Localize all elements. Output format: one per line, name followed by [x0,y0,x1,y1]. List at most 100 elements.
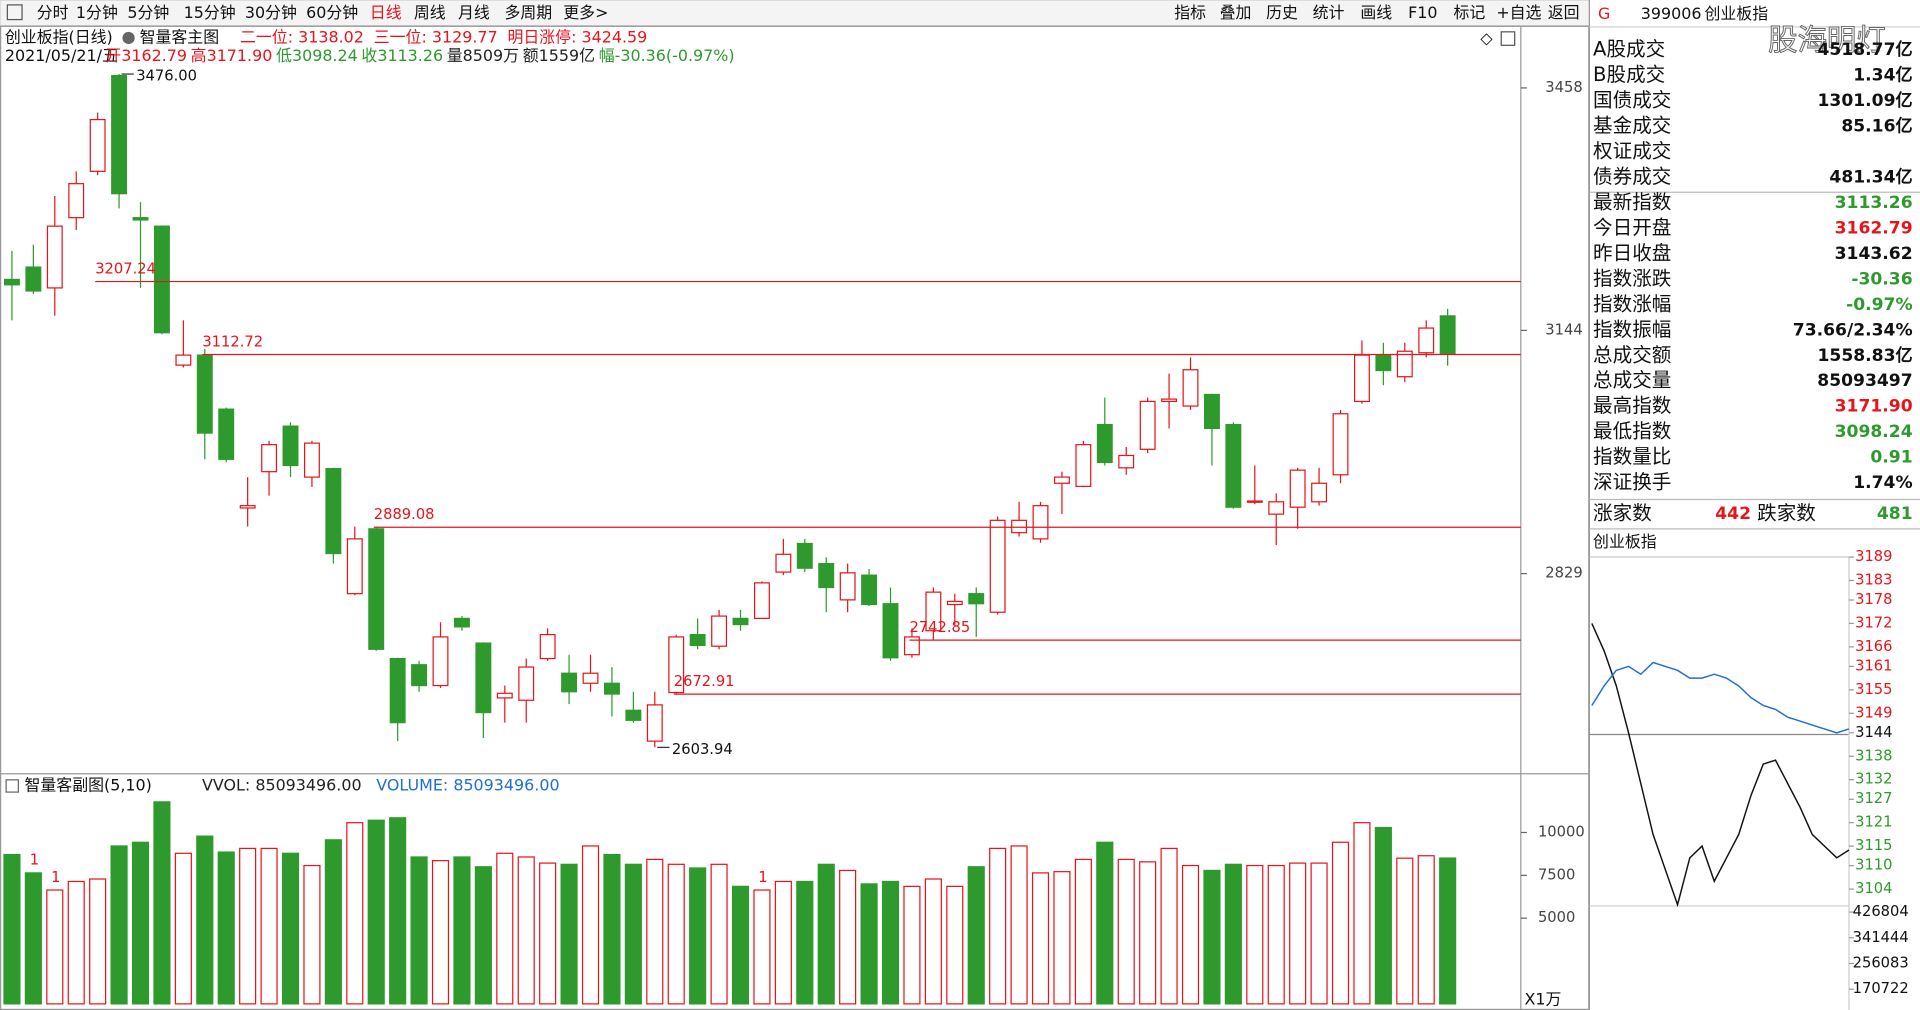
stat-label: 权证成交 [1593,140,1671,163]
candle-body [153,225,170,334]
volume-bar [389,817,407,1005]
chart-title: 创业板指(日线) [5,27,113,46]
candle-body [1289,469,1306,508]
tool-button[interactable]: 历史 [1266,3,1298,22]
y-tick-label: 3172 [1855,614,1892,631]
period-tab[interactable]: 5分钟 [127,3,169,22]
candle-body [1332,413,1349,476]
candle-body [1396,350,1413,378]
candle-body [753,582,770,620]
candle-body [1096,423,1113,464]
period-tab[interactable]: 30分钟 [245,3,297,22]
quote-name: 创业板指 [1704,4,1768,23]
candle-body [46,225,63,289]
intraday-title: 创业板指 [1593,532,1657,551]
volume-bar [924,878,942,1005]
tool-button[interactable]: 画线 [1360,3,1392,22]
ohlc-item: 开3162.79 [105,46,187,65]
y-tick-label: 3132 [1855,771,1892,788]
volume-bar [1267,864,1285,1005]
candle-body [1311,482,1328,503]
volume-bar [324,839,342,1005]
volume-bar [431,860,450,1005]
tool-button[interactable]: 叠加 [1220,3,1252,22]
candle-body [732,617,749,626]
stat-value: 1558.83亿 [1818,345,1913,366]
stat-label: 总成交量 [1593,369,1671,392]
period-tab[interactable]: 日线 [370,3,402,22]
indicator-icon[interactable] [122,31,135,45]
period-tab[interactable]: 15分钟 [184,3,236,22]
tool-button[interactable]: 标记 [1453,3,1485,22]
tool-button[interactable]: 指标 [1174,3,1206,22]
volume-bar [774,880,792,1005]
candle-body [68,183,85,219]
volume-bar [581,845,600,1005]
volume-bar [967,866,985,1005]
level-label: 2742.85 [909,619,970,636]
tool-button[interactable]: 统计 [1313,3,1345,22]
info-item: 明日涨停: 3424.59 [507,27,647,46]
candle-body [1118,454,1135,469]
draw-icon[interactable]: ◇ [1480,29,1493,48]
y-tick-label: 3144 [1545,321,1582,338]
candle-body [132,217,149,221]
period-tab[interactable]: 60分钟 [306,3,358,22]
candle-body [839,572,856,601]
period-tab[interactable]: 周线 [414,3,446,22]
period-tab[interactable]: 更多> [563,3,608,22]
volume-bar [24,872,42,1005]
y-tick-label: 170722 [1853,980,1909,997]
tool-button[interactable]: +自选 [1496,3,1541,22]
y-tick-label: 3161 [1855,657,1892,674]
candle-body [646,704,663,742]
panel-icon[interactable] [1500,31,1516,46]
volume-bar [410,856,428,1005]
candle-body [925,591,942,632]
candle-body [453,617,470,628]
volume-bar [1181,864,1200,1005]
y-tick-label: 341444 [1853,929,1909,946]
y-tick-label: 3121 [1855,814,1892,831]
y-tick-label: 3110 [1855,857,1892,874]
y-tick-label: 3149 [1855,704,1892,721]
y-tick-label: 3104 [1855,880,1892,897]
tool-button[interactable]: 返回 [1548,3,1580,22]
volume-bar [946,885,964,1005]
candle-body [282,425,299,467]
toolbar-icon[interactable] [6,4,23,21]
annotation-label: 3476.00 [136,67,197,84]
level-label: 3112.72 [202,333,263,350]
candle-body [432,636,449,687]
candle-body [1418,327,1435,354]
period-tab[interactable]: 1分钟 [76,3,118,22]
info-item: 二一位: 3138.02 [240,27,364,46]
candle-body [1439,315,1456,355]
level-label: 3207.24 [95,260,156,277]
y-tick-label: 256083 [1853,954,1909,971]
sub-legend: VOLUME: 85093496.00 [376,775,559,794]
sub-icon[interactable] [5,779,19,793]
candle-body [968,593,985,605]
period-tab[interactable]: 分时 [37,3,69,22]
volume-bar [646,858,664,1005]
candle-body [689,633,706,647]
stat-value: 481.34亿 [1829,167,1912,188]
candle-body [861,574,878,606]
candle-body [1375,354,1392,372]
volume-bar [1053,871,1071,1005]
ohlc-item: 量8509万 [447,46,519,65]
tool-button[interactable]: F10 [1408,3,1437,22]
candle-body [1225,423,1242,508]
period-tab[interactable]: 多周期 [504,3,552,22]
quote-code: 399006 [1641,4,1702,23]
stat-value: -0.97% [1846,295,1913,315]
candle-body [346,538,363,595]
volume-bar [67,880,85,1005]
volume-bar [303,864,321,1005]
candle-body [539,633,556,660]
period-tab[interactable]: 月线 [458,3,490,22]
candle-body [603,682,620,695]
candle-body [196,354,213,434]
